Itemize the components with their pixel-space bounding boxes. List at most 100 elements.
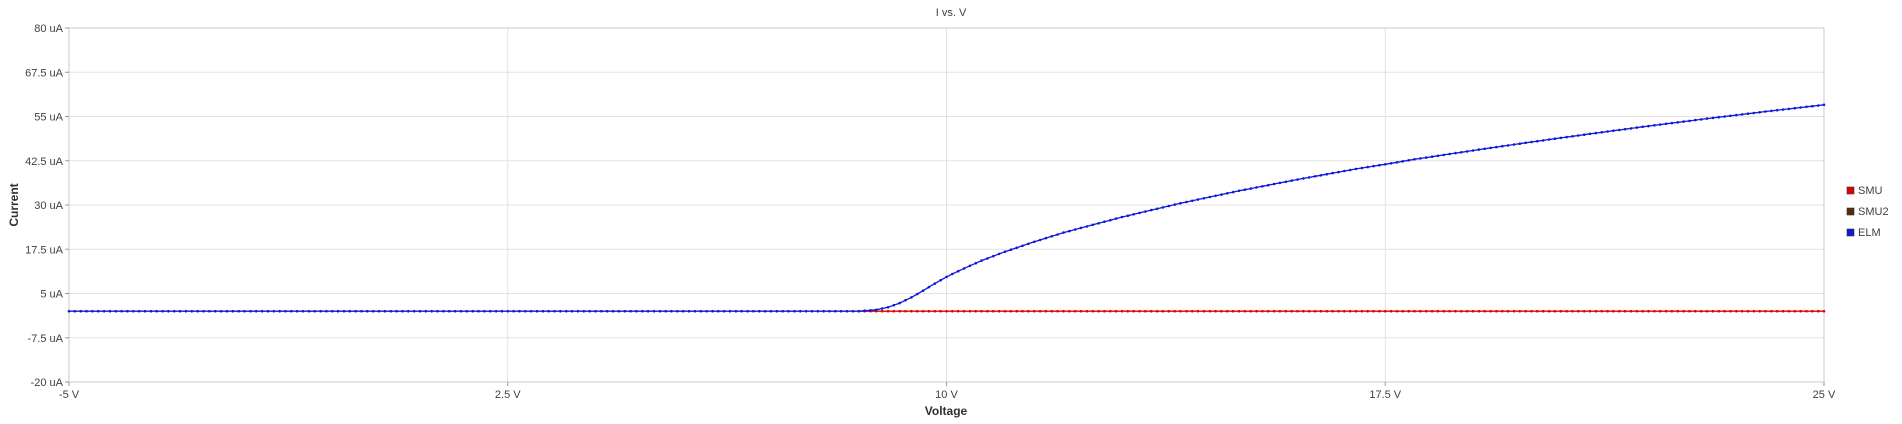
data-point: [371, 309, 375, 313]
legend-item-smu2[interactable]: SMU2: [1846, 206, 1889, 218]
data-point: [96, 309, 100, 313]
data-point: [1126, 214, 1130, 217]
data-point: [1629, 309, 1633, 313]
data-point: [1307, 176, 1311, 179]
data-point: [1167, 204, 1171, 208]
data-point: [512, 309, 515, 313]
data-point: [173, 309, 176, 313]
data-point: [904, 298, 907, 302]
legend-swatch: [1846, 186, 1855, 195]
data-point: [617, 309, 621, 313]
data-point: [1805, 105, 1808, 109]
data-point: [1647, 124, 1650, 128]
data-point: [1471, 309, 1475, 313]
data-point: [67, 309, 71, 313]
data-point: [1003, 309, 1007, 313]
data-point: [1571, 135, 1574, 138]
data-point: [1430, 309, 1434, 313]
data-point: [1811, 309, 1814, 313]
data-point: [1460, 151, 1463, 154]
data-point: [933, 282, 937, 285]
data-point: [997, 309, 1001, 313]
data-point: [1085, 225, 1089, 228]
legend-item-elm[interactable]: ELM: [1846, 227, 1881, 239]
data-point: [1553, 309, 1557, 313]
data-point: [1577, 309, 1580, 313]
legend-item-smu[interactable]: SMU: [1846, 185, 1883, 197]
data-point: [266, 309, 270, 313]
legend[interactable]: SMU SMU2 ELM: [1846, 185, 1889, 239]
data-point: [968, 264, 972, 268]
data-point: [1436, 154, 1440, 158]
data-point: [1073, 228, 1077, 231]
y-tick-label: 80 uA: [34, 23, 63, 35]
data-point: [1524, 141, 1527, 145]
data-point: [1811, 104, 1814, 108]
data-point: [1343, 169, 1346, 173]
data-point: [1536, 139, 1539, 143]
data-point: [1208, 309, 1212, 313]
data-point: [1138, 309, 1141, 313]
data-point: [681, 309, 685, 313]
data-point: [412, 309, 416, 313]
data-point: [892, 309, 896, 313]
data-point: [1477, 148, 1481, 151]
data-point: [1705, 309, 1709, 313]
data-point: [1068, 309, 1071, 313]
data-point: [1793, 309, 1797, 313]
data-point: [1032, 309, 1036, 313]
data-point: [746, 309, 749, 313]
data-point: [828, 309, 831, 313]
data-point: [354, 309, 358, 313]
data-point: [1419, 309, 1422, 313]
data-point: [933, 309, 937, 313]
data-point: [1401, 160, 1405, 163]
data-point: [1489, 309, 1492, 313]
data-point: [114, 309, 118, 313]
data-point: [910, 309, 913, 313]
data-point: [1694, 118, 1697, 122]
data-point: [600, 309, 603, 313]
data-point: [1541, 309, 1545, 313]
data-point: [1237, 189, 1241, 193]
data-point: [1261, 185, 1264, 188]
data-point: [1325, 172, 1329, 176]
data-point: [1149, 309, 1153, 313]
data-point: [1179, 201, 1182, 205]
data-point: [167, 309, 170, 313]
data-point: [1787, 309, 1791, 313]
data-point: [1477, 309, 1481, 313]
data-point: [407, 309, 410, 313]
data-point: [1629, 127, 1633, 130]
data-point: [342, 309, 346, 313]
data-point: [1670, 121, 1674, 125]
data-point: [1202, 197, 1206, 200]
data-point: [1483, 309, 1486, 313]
data-point: [1618, 309, 1621, 313]
data-point: [1173, 309, 1176, 313]
data-point: [1618, 128, 1621, 132]
data-point: [202, 309, 205, 313]
data-point: [1302, 309, 1305, 313]
data-point: [336, 309, 340, 313]
data-point: [1261, 309, 1264, 313]
data-point: [1764, 309, 1767, 313]
data-point: [1378, 309, 1381, 313]
data-point: [857, 309, 861, 313]
data-point: [1495, 145, 1498, 149]
data-point: [430, 309, 434, 313]
data-point: [1653, 309, 1656, 313]
data-point: [529, 309, 533, 313]
data-point: [629, 309, 632, 313]
data-point: [418, 309, 422, 313]
data-point: [1541, 139, 1545, 142]
data-point: [1161, 309, 1165, 313]
data-point: [1395, 161, 1399, 164]
data-point: [1337, 170, 1340, 174]
data-point: [816, 309, 820, 313]
data-point: [1243, 309, 1247, 313]
data-point: [1746, 309, 1750, 313]
data-point: [921, 289, 925, 293]
data-point: [1372, 309, 1375, 313]
data-point: [1588, 132, 1592, 136]
